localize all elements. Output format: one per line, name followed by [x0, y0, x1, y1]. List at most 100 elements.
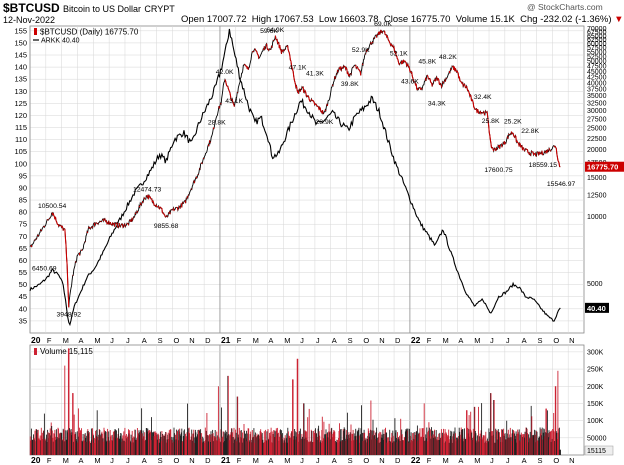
btcusd-down-segment — [460, 80, 462, 83]
btcusd-down-segment — [102, 218, 105, 222]
btcusd-down-segment — [332, 84, 334, 87]
btcusd-down-segment — [444, 79, 447, 82]
btcusd-down-segment — [430, 81, 432, 84]
btcusd-down-segment — [297, 90, 300, 94]
volume-x-tick-label: D — [395, 456, 401, 465]
btcusd-down-segment — [256, 52, 259, 55]
price-x-tick-label: M — [253, 336, 259, 345]
btcusd-down-segment — [477, 109, 479, 112]
price-annotation: 6450.69 — [32, 265, 57, 272]
btcusd-down-segment — [278, 42, 280, 49]
btcusd-down-segment — [67, 293, 70, 308]
btcusd-down-segment — [357, 68, 359, 70]
btcusd-down-segment — [212, 127, 215, 130]
btcusd-down-segment — [230, 95, 232, 101]
volume-x-tick-label: F — [47, 456, 52, 465]
volume-label: Volume — [455, 14, 488, 25]
price-annotation: 25.2K — [504, 118, 522, 125]
btcusd-down-segment — [537, 152, 540, 156]
btcusd-down-segment — [492, 147, 494, 150]
right-axis-tick-label: 22500 — [587, 136, 607, 143]
btcusd-down-segment — [152, 200, 155, 203]
price-x-tick-label: M — [94, 336, 100, 345]
btcusd-down-segment — [186, 195, 189, 198]
btcusd-down-segment — [304, 89, 306, 92]
btcusd-down-segment — [180, 203, 183, 208]
btcusd-down-segment — [442, 81, 444, 83]
left-axis-tick-label: 95 — [19, 171, 27, 180]
btcusd-down-segment — [218, 106, 221, 109]
btcusd-down-segment — [375, 34, 378, 38]
btcusd-down-segment — [467, 90, 470, 93]
btcusd-down-segment — [557, 160, 559, 162]
btcusd-down-segment — [149, 196, 152, 199]
btcusd-down-segment — [62, 227, 64, 231]
price-x-tick-label: J — [490, 336, 494, 345]
btcusd-down-segment — [225, 83, 228, 86]
price-annotation: 45.8K — [418, 59, 436, 66]
btcusd-down-segment — [410, 71, 412, 74]
btcusd-down-segment — [334, 76, 336, 80]
btcusd-down-segment — [397, 59, 399, 62]
chg-value: -232.02 (-1.36%) — [540, 14, 612, 25]
btcusd-down-segment — [460, 81, 463, 83]
volume-x-tick-label: M — [63, 456, 69, 465]
btc-last-value-label: 16775.70 — [587, 163, 618, 172]
btcusd-down-segment — [113, 222, 116, 227]
btcusd-down-segment — [40, 229, 42, 231]
volume-x-tick-label: 22 — [411, 455, 421, 465]
btcusd-down-segment — [110, 224, 113, 226]
btcusd-down-segment — [451, 65, 454, 67]
btcusd-down-segment — [532, 151, 535, 156]
btcusd-down-segment — [231, 98, 234, 103]
right-axis-tick-label: 45000 — [587, 69, 607, 76]
left-axis-tick-label: 125 — [14, 99, 27, 108]
volume-axis-tick-label: 300K — [587, 349, 604, 356]
btcusd-down-segment — [313, 101, 315, 103]
btcusd-down-segment — [269, 48, 271, 50]
volume-x-tick-label: J — [490, 456, 494, 465]
btcusd-down-segment — [510, 131, 513, 134]
btcusd-down-segment — [397, 61, 400, 65]
btcusd-down-segment — [426, 74, 429, 77]
btcusd-down-segment — [549, 149, 551, 152]
btcusd-down-segment — [247, 66, 249, 70]
volume-x-tick-label: N — [189, 456, 194, 465]
price-annotation: 59.6K — [260, 28, 278, 35]
btcusd-down-segment — [293, 79, 296, 82]
volume-axis-tick-label: 150K — [587, 401, 604, 408]
btcusd-down-segment — [267, 48, 270, 51]
btcusd-down-segment — [138, 205, 141, 208]
left-axis-tick-label: 40 — [19, 304, 27, 313]
btcusd-down-segment — [67, 280, 69, 294]
price-annotation: 28.9K — [316, 119, 334, 126]
btcusd-down-segment — [339, 66, 342, 70]
btcusd-down-segment — [541, 153, 544, 156]
btcusd-down-segment — [207, 144, 210, 147]
btcusd-down-segment — [391, 45, 393, 47]
btcusd-down-segment — [556, 156, 559, 161]
btcusd-down-segment — [462, 82, 464, 87]
btcusd-down-segment — [473, 106, 475, 109]
legend-candlestick-swatch — [34, 28, 37, 35]
price-x-tick-label: F — [237, 336, 242, 345]
btcusd-down-segment — [164, 214, 166, 217]
btcusd-down-segment — [389, 43, 392, 46]
price-x-tick-label: A — [332, 336, 337, 345]
btcusd-down-segment — [93, 222, 96, 227]
btcusd-down-segment — [371, 41, 374, 44]
btcusd-down-segment — [308, 96, 310, 100]
volume-x-tick-label: M — [253, 456, 259, 465]
btcusd-down-segment — [468, 93, 471, 97]
btcusd-down-segment — [359, 70, 362, 76]
btcusd-down-segment — [74, 261, 77, 263]
open-value: 17007.72 — [206, 14, 247, 25]
volume-x-tick-label: M — [94, 456, 100, 465]
btcusd-down-segment — [290, 65, 293, 68]
btcusd-down-segment — [281, 49, 284, 51]
btcusd-down-segment — [288, 51, 290, 54]
price-x-tick-label: N — [379, 336, 384, 345]
btcusd-down-segment — [104, 220, 107, 222]
btcusd-down-segment — [151, 198, 153, 203]
btcusd-down-segment — [148, 195, 151, 198]
